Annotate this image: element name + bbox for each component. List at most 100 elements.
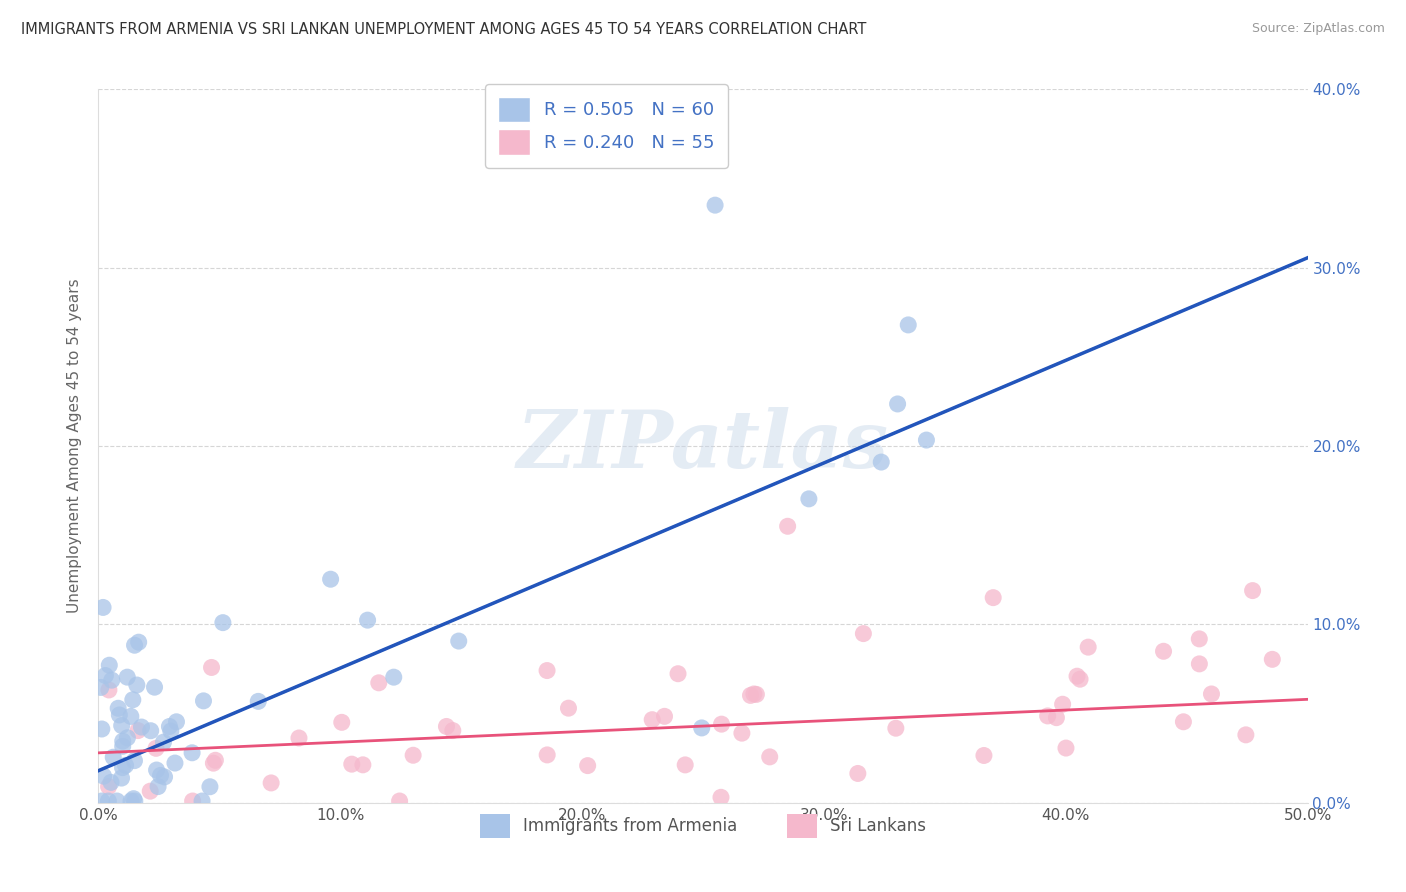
Point: [139, 723, 162, 738]
Point: [447, 634, 470, 648]
Point: [204, 753, 226, 767]
Legend: Immigrants from Armenia, Sri Lankans: Immigrants from Armenia, Sri Lankans: [472, 807, 934, 845]
Point: [797, 491, 820, 506]
Point: [576, 758, 599, 772]
Point: [436, 719, 458, 733]
Point: [340, 757, 363, 772]
Point: [367, 675, 389, 690]
Point: [163, 756, 186, 770]
Point: [690, 721, 713, 735]
Point: [846, 766, 869, 780]
Point: [166, 714, 188, 729]
Point: [110, 771, 132, 785]
Point: [973, 748, 995, 763]
Point: [1036, 709, 1059, 723]
Point: [731, 726, 754, 740]
Point: [122, 791, 145, 805]
Point: [402, 748, 425, 763]
Point: [124, 794, 146, 808]
Point: [352, 757, 374, 772]
Point: [107, 701, 129, 715]
Point: [198, 780, 221, 794]
Point: [105, 794, 128, 808]
Point: [100, 775, 122, 789]
Point: [97, 794, 120, 808]
Point: [152, 735, 174, 749]
Point: [319, 572, 342, 586]
Point: [1054, 741, 1077, 756]
Point: [149, 768, 172, 782]
Point: [758, 750, 780, 764]
Point: [181, 746, 204, 760]
Y-axis label: Unemployment Among Ages 45 to 54 years: Unemployment Among Ages 45 to 54 years: [67, 278, 83, 614]
Point: [108, 708, 131, 723]
Point: [382, 670, 405, 684]
Point: [200, 660, 222, 674]
Point: [884, 721, 907, 735]
Point: [1066, 669, 1088, 683]
Point: [870, 455, 893, 469]
Point: [1045, 711, 1067, 725]
Point: [388, 794, 411, 808]
Point: [143, 680, 166, 694]
Point: [120, 794, 142, 808]
Point: [710, 790, 733, 805]
Point: [673, 758, 696, 772]
Point: [103, 750, 125, 764]
Point: [981, 591, 1004, 605]
Point: [915, 433, 938, 447]
Point: [1234, 728, 1257, 742]
Point: [124, 638, 146, 652]
Point: [441, 723, 464, 738]
Point: [97, 682, 120, 697]
Point: [745, 687, 768, 701]
Point: [776, 519, 799, 533]
Point: [557, 701, 579, 715]
Point: [131, 720, 153, 734]
Point: [1201, 687, 1223, 701]
Point: [93, 769, 115, 783]
Point: [1188, 632, 1211, 646]
Point: [121, 693, 143, 707]
Point: [160, 724, 183, 739]
Text: Source: ZipAtlas.com: Source: ZipAtlas.com: [1251, 22, 1385, 36]
Point: [120, 709, 142, 723]
Point: [90, 794, 112, 808]
Point: [536, 664, 558, 678]
Point: [117, 731, 139, 745]
Point: [886, 397, 908, 411]
Point: [897, 318, 920, 332]
Point: [111, 739, 134, 754]
Point: [193, 694, 215, 708]
Point: [288, 731, 311, 745]
Point: [94, 668, 117, 682]
Text: ZIPatlas: ZIPatlas: [517, 408, 889, 484]
Point: [90, 722, 112, 736]
Point: [1261, 652, 1284, 666]
Point: [356, 613, 378, 627]
Point: [1188, 657, 1211, 671]
Point: [127, 723, 149, 738]
Point: [181, 794, 204, 808]
Point: [159, 719, 181, 733]
Point: [153, 770, 176, 784]
Point: [97, 780, 120, 794]
Point: [202, 756, 225, 771]
Point: [666, 666, 689, 681]
Point: [1153, 644, 1175, 658]
Point: [742, 687, 765, 701]
Text: IMMIGRANTS FROM ARMENIA VS SRI LANKAN UNEMPLOYMENT AMONG AGES 45 TO 54 YEARS COR: IMMIGRANTS FROM ARMENIA VS SRI LANKAN UN…: [21, 22, 866, 37]
Point: [1069, 672, 1091, 686]
Point: [146, 780, 169, 794]
Point: [1173, 714, 1195, 729]
Point: [128, 635, 150, 649]
Point: [641, 713, 664, 727]
Point: [247, 694, 270, 708]
Point: [536, 747, 558, 762]
Point: [1241, 583, 1264, 598]
Point: [125, 678, 148, 692]
Point: [139, 784, 162, 798]
Point: [704, 198, 727, 212]
Point: [1052, 698, 1074, 712]
Point: [212, 615, 235, 630]
